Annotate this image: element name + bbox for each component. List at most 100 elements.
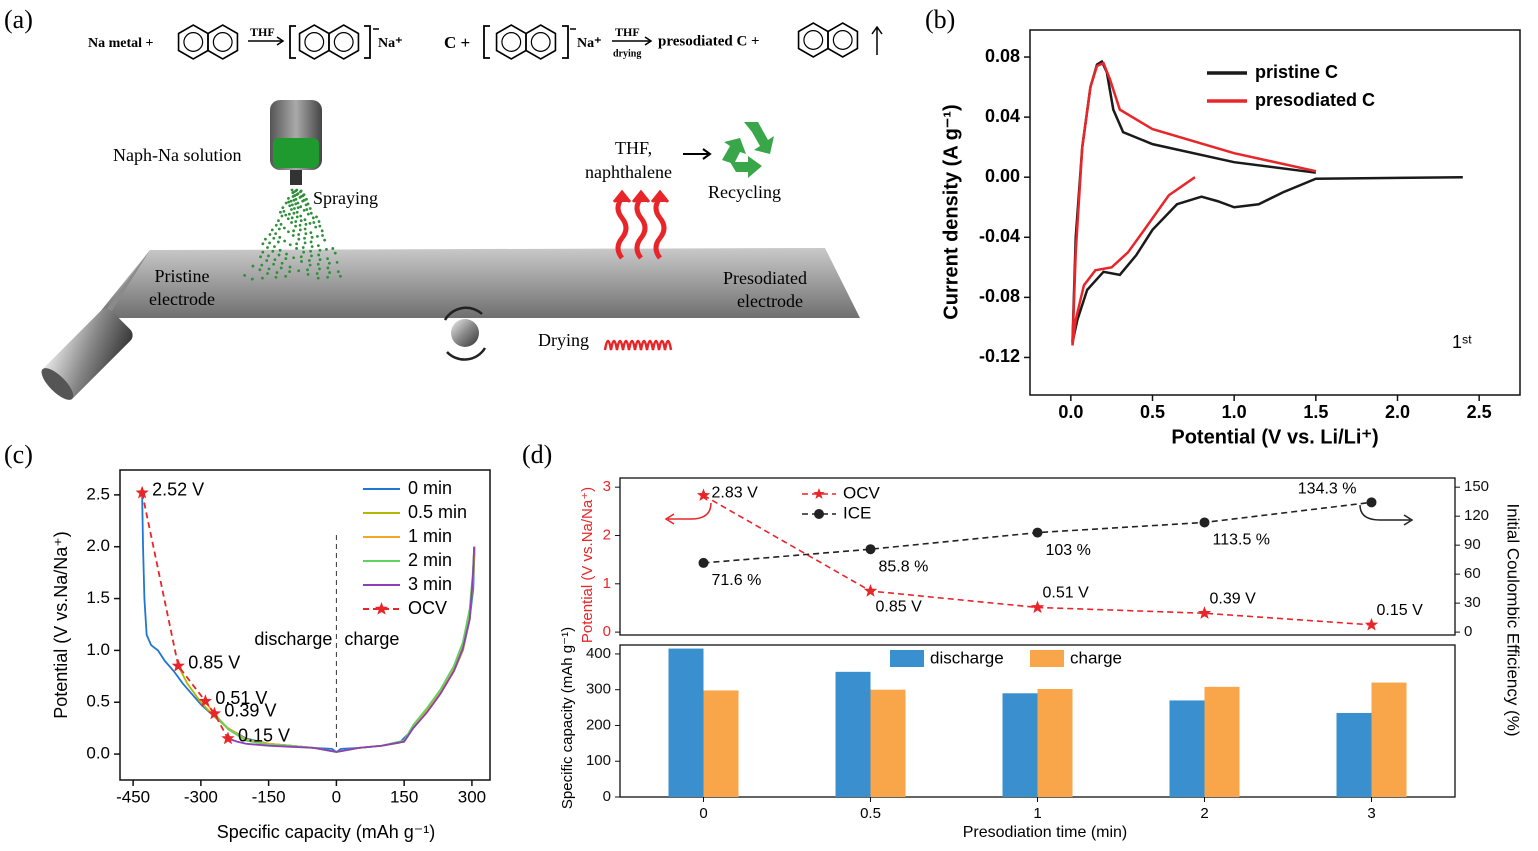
- y-tick-label: 30: [1464, 594, 1481, 611]
- bar: [668, 648, 704, 797]
- spray-droplet: [261, 276, 264, 280]
- spray-droplet: [267, 267, 271, 271]
- spray-droplet: [318, 258, 322, 261]
- spray-droplet: [282, 209, 286, 213]
- axis-arrow: [664, 502, 712, 525]
- x-tick-label: -450: [116, 787, 150, 806]
- spray-droplet: [326, 275, 330, 279]
- x-tick-label: 0: [699, 805, 707, 822]
- data-label: 0.15 V: [1377, 602, 1424, 619]
- spray-droplet: [294, 202, 298, 206]
- x-axis-label: Presodiation time (min): [963, 824, 1128, 841]
- bar: [1037, 688, 1073, 797]
- spray-droplet: [320, 229, 324, 233]
- y-tick-label: 3: [603, 478, 611, 495]
- x-tick-label: -150: [252, 787, 286, 806]
- spray-droplet: [280, 261, 284, 265]
- spray-droplet: [304, 232, 308, 236]
- spray-droplet: [286, 217, 290, 221]
- spray-droplet: [288, 204, 292, 208]
- bar: [703, 690, 739, 797]
- legend-label: 0.5 min: [408, 502, 467, 522]
- bar: [1002, 693, 1038, 797]
- spray-droplet: [287, 230, 290, 234]
- point-marker: [1199, 517, 1210, 528]
- spray-droplet: [306, 202, 310, 206]
- bracket: [483, 25, 569, 59]
- molecule: [328, 24, 360, 60]
- legend-label: presodiated C: [1255, 90, 1375, 110]
- spray-droplet: [285, 252, 288, 256]
- plot-frame: [1029, 29, 1521, 396]
- star-marker: [135, 485, 149, 499]
- spray-droplet: [290, 208, 293, 211]
- spray-droplet: [276, 240, 280, 244]
- spray-droplet: [295, 242, 299, 246]
- spray-droplet: [296, 201, 300, 205]
- spray-droplet: [292, 256, 296, 260]
- bar: [1169, 700, 1205, 797]
- molecule: [827, 22, 859, 58]
- spray-droplet: [299, 189, 303, 193]
- spray-droplet: [333, 251, 337, 255]
- spray-droplet: [305, 208, 309, 211]
- heater-coil: [603, 339, 673, 351]
- spray-droplet: [293, 207, 296, 210]
- data-label: 0.85 V: [876, 598, 923, 615]
- y-tick-label: 400: [586, 645, 611, 662]
- spray-droplet: [261, 250, 265, 254]
- y-tick-label: -0.08: [979, 286, 1020, 306]
- x-axis-label: Specific capacity (mAh g⁻¹): [217, 822, 436, 842]
- x-tick-label: 0.5: [1140, 402, 1165, 422]
- spray-droplet: [303, 241, 307, 245]
- spray-droplet: [328, 271, 331, 274]
- spray-droplet: [296, 206, 300, 210]
- label: THF,: [615, 138, 652, 158]
- spray-droplet: [259, 255, 262, 259]
- spray-droplet: [299, 195, 303, 198]
- spray-droplet: [295, 210, 299, 214]
- equation-text: Na metal +: [88, 36, 154, 51]
- spray-droplet: [288, 243, 292, 247]
- molecule: [797, 22, 829, 58]
- spray-droplet: [271, 249, 275, 253]
- y-tick-label: 100: [586, 752, 611, 769]
- spray-droplet: [309, 211, 313, 215]
- spray-droplet: [292, 190, 296, 194]
- spray-droplet: [310, 245, 314, 248]
- x-tick-label: 300: [458, 787, 486, 806]
- data-label: 2.83 V: [712, 485, 759, 502]
- spray-droplet: [306, 273, 310, 276]
- bar: [1371, 682, 1407, 797]
- point-marker: [698, 557, 709, 568]
- recycling-icon: [722, 122, 774, 178]
- bar: [1204, 686, 1240, 797]
- star-marker: [171, 658, 185, 672]
- spray-droplet: [266, 272, 269, 275]
- spray-droplet: [303, 227, 307, 231]
- spray-droplet: [284, 213, 288, 217]
- roller: [41, 308, 133, 400]
- data-label: 0.51 V: [1043, 585, 1090, 602]
- spray-droplet: [294, 220, 298, 223]
- legend-swatch: [890, 650, 924, 667]
- series-line: [1071, 61, 1317, 346]
- spray-droplet: [295, 215, 299, 219]
- spray-droplet: [299, 255, 303, 259]
- equation-text: drying: [613, 48, 641, 59]
- spray-droplet: [318, 267, 321, 271]
- spray-droplet: [301, 246, 305, 249]
- spray-droplet: [261, 242, 265, 246]
- spray-droplet: [299, 214, 303, 218]
- spray-droplet: [309, 249, 312, 253]
- panel-label: (a): [4, 5, 33, 34]
- equation-text: C +: [444, 33, 470, 52]
- x-tick-label: 1: [1033, 805, 1041, 822]
- spray-droplet: [303, 236, 306, 240]
- spray-droplet: [284, 201, 288, 205]
- legend-marker: [814, 509, 824, 519]
- star-marker: [863, 584, 878, 597]
- spray-droplet: [297, 237, 301, 241]
- label: Pristine: [154, 266, 209, 286]
